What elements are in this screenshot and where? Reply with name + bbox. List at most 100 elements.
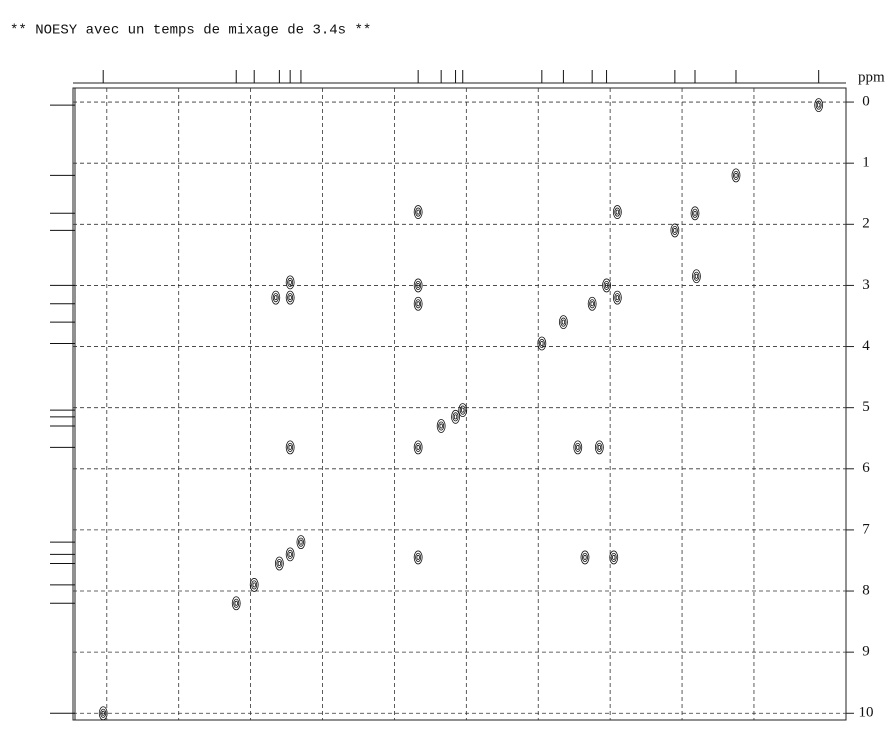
contour-ring [287,549,294,559]
contour-ring [587,296,597,311]
contour-ring [733,170,739,180]
contour-ring [603,280,610,290]
contour-ring [560,317,567,327]
peak [814,98,824,113]
contour-ring [285,290,295,305]
contour-ring [415,280,422,290]
contour-ring [580,550,590,565]
contour-ring [815,100,822,110]
y-tick-label: 0 [862,93,870,109]
peak [692,269,701,284]
contour-ring [814,98,824,113]
contour-ring [614,293,621,303]
contour-ring [416,444,420,450]
contour-ring [615,209,620,215]
contour-ring [589,299,596,309]
contour-ring [436,419,446,433]
contour-ring [287,277,294,287]
contour-ring [690,206,700,221]
contour-ring [459,405,466,415]
contour-ring [413,278,423,293]
y-tick-label: 3 [862,277,870,293]
peak [285,275,295,290]
peak [413,278,423,293]
contour-ring [561,319,566,325]
peak [285,290,295,305]
contour-ring [610,552,617,562]
peak [587,296,597,311]
peak [296,535,306,550]
contour-ring [576,444,580,450]
contour-ring [413,440,423,455]
contour-ring [413,205,423,219]
contour-ring [594,440,604,455]
peak [612,290,622,305]
contour-ring [596,442,603,452]
peak [413,205,423,219]
contour-ring [461,407,465,413]
peak [670,223,680,238]
peak [285,547,295,562]
contour-ring [614,207,621,217]
contour-ring [274,556,284,571]
contour-ring [287,442,294,452]
contour-ring [415,552,422,562]
contour-ring [439,423,443,429]
peak [98,706,108,721]
axis-label: ppm [858,69,885,85]
contour-ring [233,598,240,608]
contour-ring [734,172,738,178]
contour-ring [574,442,581,452]
contour-ring [413,296,423,311]
contour-ring [251,580,258,590]
contour-ring [100,708,107,718]
contour-ring [297,537,304,547]
contour-ring [288,279,292,285]
peak [580,550,590,565]
contour-ring [416,282,420,288]
y-tick-label: 8 [862,582,870,598]
contour-ring [612,554,616,560]
y-tick-label: 4 [862,338,870,354]
peak [458,403,468,418]
contour-ring [288,444,292,450]
contour-ring [452,412,459,422]
y-tick-label: 6 [862,460,870,476]
peak [690,206,700,221]
contour-ring [271,290,281,305]
peak [413,440,423,455]
contour-ring [670,223,680,238]
y-tick-label: 5 [862,399,870,415]
peak [559,315,568,329]
contour-ring [415,207,422,217]
contour-ring [612,205,622,219]
peak [731,168,741,183]
peak [436,419,446,433]
contour-ring [612,290,622,305]
peak [451,409,460,424]
peak [413,550,423,565]
contour-ring [671,225,678,235]
contour-ring [451,409,460,424]
contour-ring [693,210,697,216]
contour-ring [692,269,701,284]
peak [271,290,281,305]
contour-ring [234,600,238,606]
contour-ring [274,295,278,301]
peak [413,296,423,311]
contour-ring [413,550,423,565]
y-tick-label: 9 [862,644,870,660]
peak [573,440,583,455]
peak [231,596,241,611]
y-tick-label: 2 [862,216,870,232]
contour-ring [538,338,545,349]
contour-ring [540,341,544,346]
peak [609,550,619,565]
contour-ring [559,315,568,329]
peak [249,578,259,592]
contour-ring [98,706,108,721]
peak [274,556,284,571]
peak [612,205,622,219]
contour-ring [609,550,619,565]
